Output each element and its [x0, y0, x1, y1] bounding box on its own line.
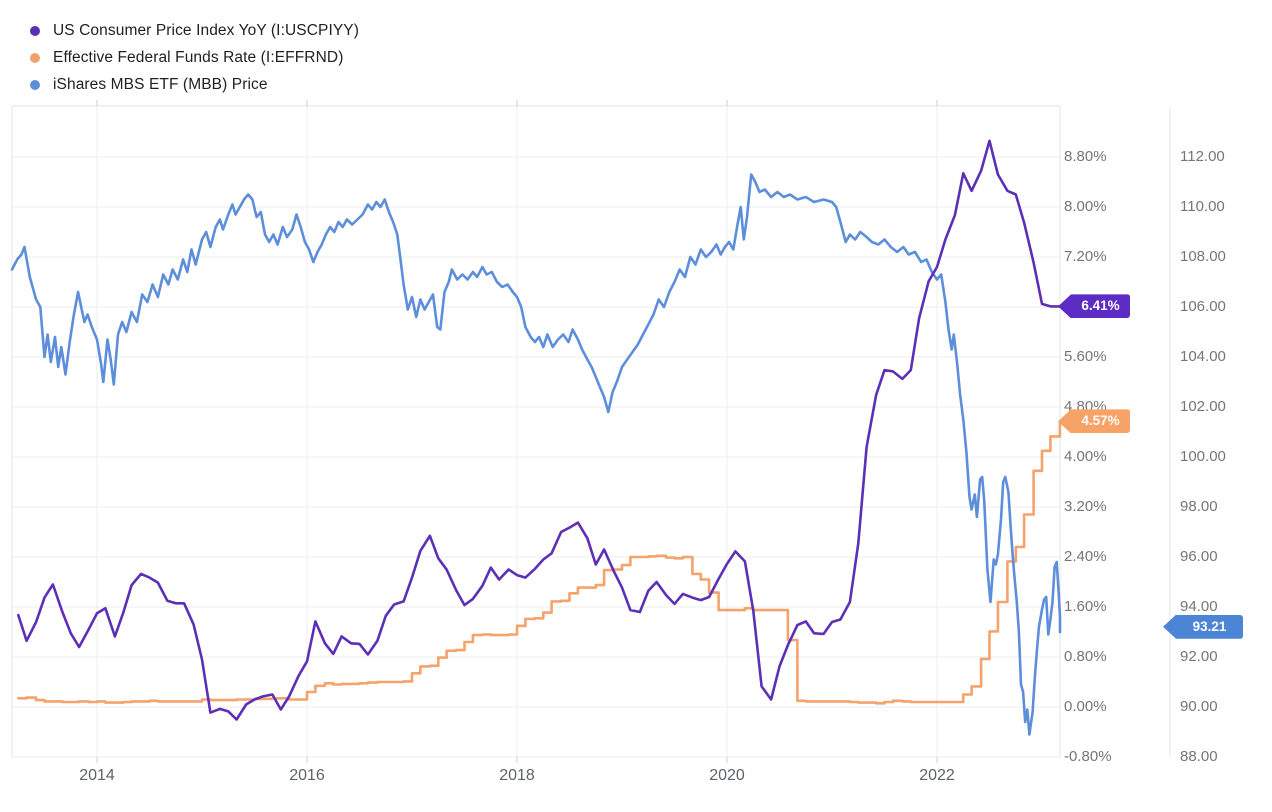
mbb-last-value-tag: 93.21: [1163, 614, 1243, 639]
percent-tick-label: 0.00%: [1064, 698, 1107, 715]
effr-series-line: [17, 420, 1062, 705]
legend-item-mbb[interactable]: iShares MBS ETF (MBB) Price: [26, 71, 359, 98]
effr-series-dot-icon: [30, 52, 40, 63]
price-tick-label: 94.00: [1180, 598, 1218, 615]
price-tick-label: 96.00: [1180, 548, 1218, 565]
percent-tick-label: 1.60%: [1064, 598, 1107, 615]
price-tick-label: 98.00: [1180, 498, 1218, 515]
year-tick-label: 2022: [919, 767, 955, 784]
legend-item-cpi[interactable]: US Consumer Price Index YoY (I:USCPIYY): [26, 17, 359, 44]
cpi-last-value-tag: 6.41%: [1058, 294, 1130, 319]
year-tick-label: 2018: [499, 767, 535, 784]
percent-tick-label: 8.80%: [1064, 148, 1107, 165]
effr-last-value-tag: 4.57%: [1058, 409, 1130, 434]
price-tick-label: 106.00: [1180, 298, 1226, 315]
percent-tick-label: 8.00%: [1064, 198, 1107, 215]
mbb-series-dot-icon: [30, 79, 40, 90]
legend-item-mbb-label: iShares MBS ETF (MBB) Price: [53, 75, 268, 93]
percent-tick-label: -0.80%: [1064, 748, 1112, 765]
cpi-series-dot-icon: [30, 25, 40, 36]
percent-tick-label: 4.00%: [1064, 448, 1107, 465]
percent-tick-label: 2.40%: [1064, 548, 1107, 565]
cpi-series-line: [17, 139, 1062, 721]
year-tick-label: 2020: [709, 767, 745, 784]
year-tick-label: 2016: [289, 767, 325, 784]
price-tick-label: 104.00: [1180, 348, 1226, 365]
legend-item-effr[interactable]: Effective Federal Funds Rate (I:EFFRND): [26, 44, 359, 71]
percent-tick-label: 3.20%: [1064, 498, 1107, 515]
percent-tick-label: 7.20%: [1064, 248, 1107, 265]
legend-item-effr-label: Effective Federal Funds Rate (I:EFFRND): [53, 48, 344, 66]
year-tick-label: 2014: [79, 767, 115, 784]
price-tick-label: 112.00: [1180, 148, 1225, 165]
mbb-series-line: [10, 173, 1062, 736]
percent-tick-label: 0.80%: [1064, 648, 1107, 665]
price-tick-label: 90.00: [1180, 698, 1218, 715]
price-tick-label: 88.00: [1180, 748, 1218, 765]
percent-tick-label: 5.60%: [1064, 348, 1107, 365]
price-tick-label: 108.00: [1180, 248, 1226, 265]
price-tick-label: 92.00: [1180, 648, 1218, 665]
legend-item-cpi-label: US Consumer Price Index YoY (I:USCPIYY): [53, 21, 359, 39]
price-tick-label: 110.00: [1180, 198, 1225, 215]
legend: US Consumer Price Index YoY (I:USCPIYY) …: [26, 17, 359, 98]
price-tick-label: 100.00: [1180, 448, 1226, 465]
price-tick-label: 102.00: [1180, 398, 1226, 415]
